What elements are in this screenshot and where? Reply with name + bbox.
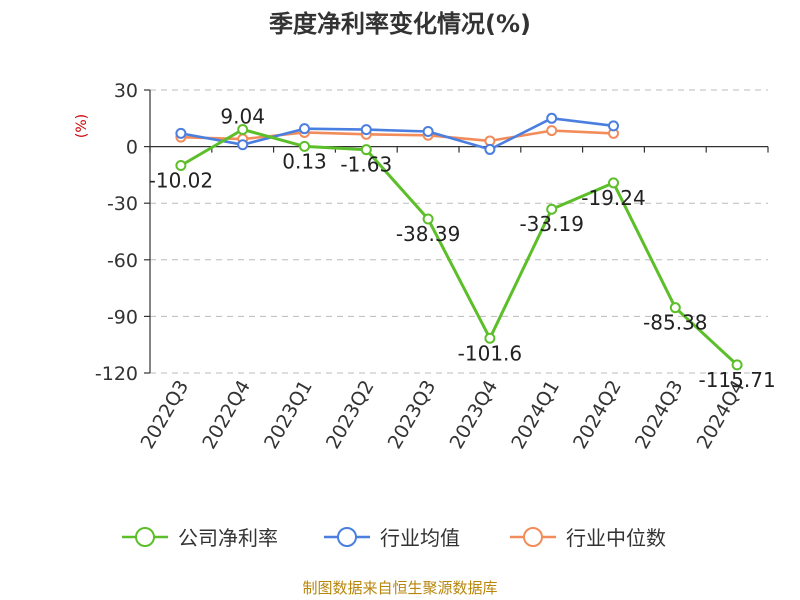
- legend-marker: [337, 527, 357, 547]
- x-tick-label: 2023Q1: [260, 377, 317, 453]
- data-point[interactable]: [546, 112, 558, 124]
- legend-label: 行业中位数: [566, 526, 666, 550]
- data-point[interactable]: [422, 213, 434, 225]
- legend-marker: [135, 527, 155, 547]
- data-point[interactable]: [731, 359, 743, 371]
- legend-label: 行业均值: [380, 526, 460, 550]
- data-label: -1.63: [340, 153, 392, 177]
- data-point[interactable]: [484, 332, 496, 344]
- y-tick-label: 0: [126, 137, 138, 159]
- y-axis-unit: (%): [74, 114, 90, 138]
- data-label: 9.04: [220, 105, 265, 129]
- series-1: [175, 112, 619, 155]
- data-label: -85.38: [643, 311, 707, 335]
- data-label: -38.39: [396, 222, 460, 246]
- y-tick-label: -90: [107, 306, 138, 328]
- data-point[interactable]: [608, 120, 619, 132]
- data-point[interactable]: [299, 140, 310, 152]
- series-line: [180, 117, 614, 151]
- y-tick-label: -30: [107, 193, 138, 215]
- x-tick-label: 2023Q4: [445, 377, 502, 453]
- data-label: -101.6: [458, 341, 522, 365]
- data-point[interactable]: [360, 124, 372, 136]
- data-point[interactable]: [546, 125, 558, 137]
- data-point[interactable]: [360, 144, 372, 156]
- y-tick-label: -60: [107, 250, 138, 272]
- legend: 公司净利率 行业均值 行业中位数: [122, 526, 666, 550]
- chart-title: 季度净利率变化情况(%): [269, 10, 531, 38]
- x-tick-label: 2024Q2: [569, 377, 626, 453]
- series-line: [180, 129, 614, 143]
- x-tick-label: 2023Q3: [384, 377, 441, 453]
- data-label: -19.24: [581, 186, 645, 210]
- grid-lines: [150, 89, 768, 374]
- data-labels: -10.02 9.04 0.13 -1.63 -38.39 -101.6 -33.19-19…: [149, 105, 776, 392]
- data-point[interactable]: [237, 139, 249, 151]
- series-line: [180, 128, 739, 367]
- series-0: [175, 124, 743, 371]
- data-point[interactable]: [484, 143, 496, 155]
- x-tick-label: 2022Q3: [136, 377, 193, 453]
- y-tick-label: 30: [114, 80, 138, 102]
- data-source-footer: 制图数据来自恒生聚源数据库: [302, 579, 497, 597]
- data-point[interactable]: [546, 203, 558, 215]
- x-tick-label: 2022Q4: [198, 377, 255, 453]
- data-point[interactable]: [299, 123, 310, 135]
- data-point[interactable]: [237, 124, 249, 136]
- data-label: -33.19: [519, 212, 583, 236]
- data-point[interactable]: [669, 302, 681, 314]
- data-label: 0.13: [282, 149, 327, 173]
- x-tick-label: 2024Q1: [507, 377, 564, 453]
- x-tick-label: 2024Q3: [631, 377, 688, 453]
- legend-marker: [523, 527, 543, 547]
- x-tick-label: 2023Q2: [322, 377, 379, 453]
- data-label: -115.71: [698, 368, 775, 392]
- legend-item-2[interactable]: 行业中位数: [510, 526, 666, 550]
- series-layer: [175, 112, 743, 371]
- y-tick-label: -120: [95, 363, 138, 385]
- data-point[interactable]: [608, 177, 619, 189]
- legend-item-0[interactable]: 公司净利率: [122, 526, 278, 550]
- data-label: -10.02: [149, 169, 213, 193]
- legend-item-1[interactable]: 行业均值: [324, 526, 460, 550]
- data-point[interactable]: [175, 160, 187, 172]
- data-point[interactable]: [175, 127, 187, 139]
- data-point[interactable]: [422, 126, 434, 138]
- legend-label: 公司净利率: [178, 526, 278, 550]
